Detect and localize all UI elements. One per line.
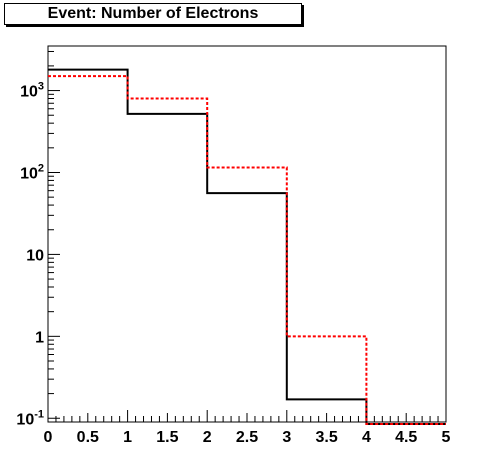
y-axis-ticks — [48, 50, 60, 423]
series-line-2 — [48, 75, 446, 425]
plot-frame — [47, 45, 447, 423]
x-tick-label: 3 — [282, 429, 291, 446]
y-tick-label: 103 — [20, 81, 44, 101]
x-tick-label: 1.5 — [156, 429, 178, 446]
series-line-1 — [48, 68, 446, 425]
x-tick-label: 2.5 — [236, 429, 258, 446]
y-tick-label: 10 — [26, 247, 44, 264]
series-layer — [48, 68, 446, 425]
x-tick-label: 4 — [362, 429, 371, 446]
y-tick-label: 10-1 — [16, 408, 44, 428]
x-tick-label: 5 — [442, 429, 451, 446]
y-tick-label: 102 — [20, 162, 44, 182]
x-tick-label: 2 — [203, 429, 212, 446]
x-axis-ticks — [47, 410, 447, 422]
x-tick-label: 0 — [44, 429, 53, 446]
x-tick-label: 4.5 — [395, 429, 417, 446]
x-tick-label: 3.5 — [315, 429, 337, 446]
x-tick-labels: 0 0.5 1 1.5 2 2.5 3 3.5 4 4.5 5 — [44, 429, 451, 446]
y-tick-label: 1 — [35, 329, 44, 346]
chart-title: Event: Number of Electrons — [47, 5, 259, 22]
y-tick-labels: 10-1 1 10 102 103 — [16, 81, 44, 429]
x-tick-label: 1 — [123, 429, 132, 446]
title-box: Event: Number of Electrons — [4, 3, 302, 25]
x-tick-label: 0.5 — [77, 429, 99, 446]
